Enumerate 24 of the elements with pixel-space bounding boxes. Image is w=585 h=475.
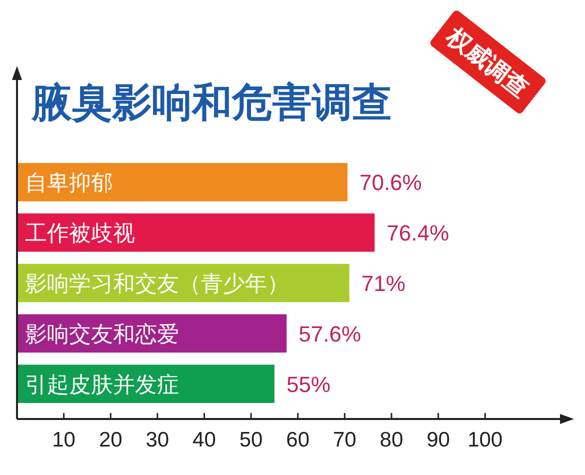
data-label: 76.4% bbox=[386, 220, 450, 246]
data-label: 71% bbox=[361, 270, 406, 296]
x-tick-label: 20 bbox=[98, 428, 122, 452]
y-tick-label: 工作被歧视 bbox=[25, 222, 135, 246]
text: 权威调查 bbox=[440, 21, 534, 104]
x-tick-label: 80 bbox=[380, 428, 404, 452]
y-tick-label: 引起皮肤并发症 bbox=[25, 372, 179, 398]
x-tick-label: 40 bbox=[192, 428, 216, 452]
x-tick-label: 70 bbox=[332, 428, 356, 452]
y-tick-label: 影响交友和恋爱 bbox=[25, 322, 179, 348]
chart-title: 腋臭影响和危害调查 bbox=[31, 80, 392, 126]
data-label: 57.6% bbox=[298, 321, 362, 346]
data-label: 55% bbox=[286, 372, 331, 397]
bar bbox=[17, 213, 375, 252]
x-tick-label: 100 bbox=[468, 428, 503, 452]
bar bbox=[17, 163, 348, 202]
x-tick-label: 60 bbox=[286, 428, 310, 452]
x-tick-label: 10 bbox=[52, 428, 76, 452]
x-tick-label: 50 bbox=[239, 428, 263, 452]
x-tick-label: 30 bbox=[146, 428, 170, 452]
y-tick-label: 影响学习和交友（青少年） bbox=[25, 272, 289, 297]
data-label: 70.6% bbox=[359, 170, 422, 196]
y-tick-label: 自卑抑郁 bbox=[25, 171, 113, 196]
x-tick-label: 90 bbox=[426, 428, 450, 452]
